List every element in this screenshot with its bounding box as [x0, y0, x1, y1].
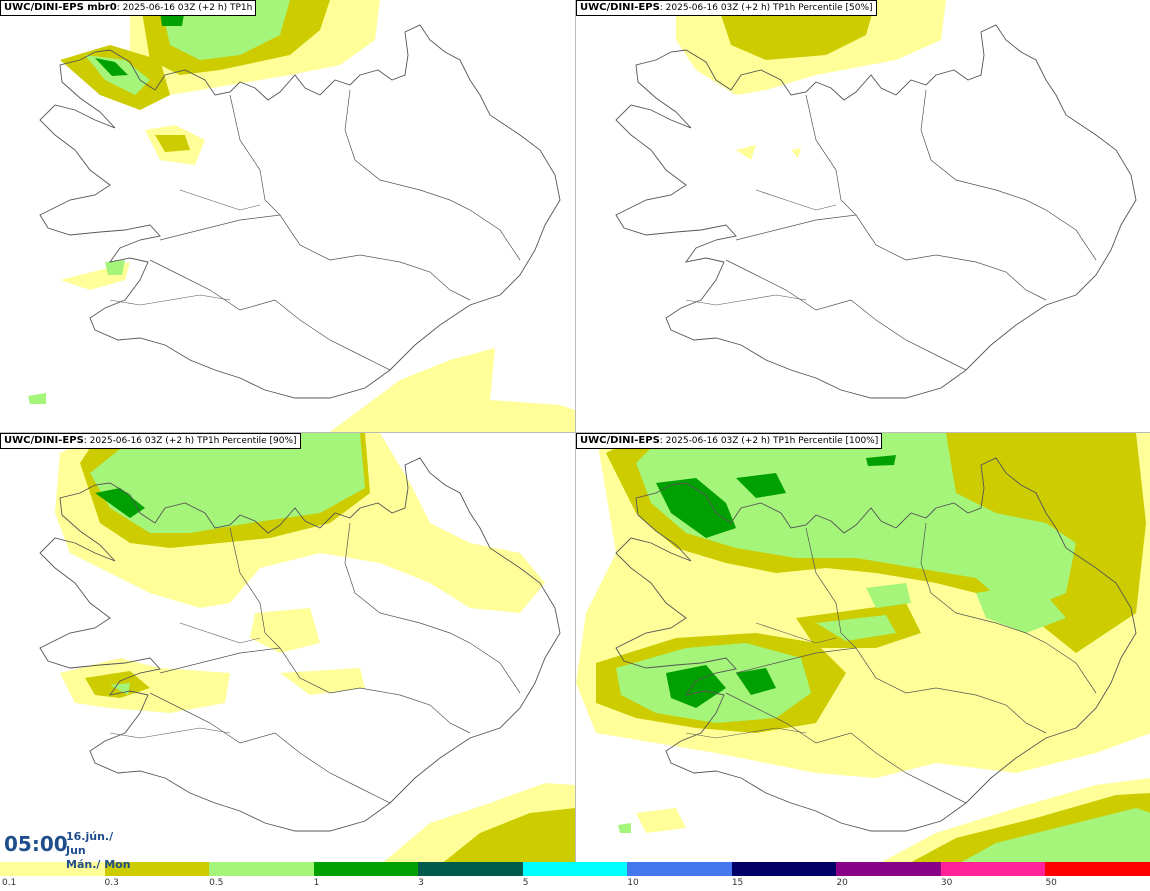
legend-label: 0.5 — [209, 878, 224, 888]
legend-swatch — [209, 862, 314, 876]
legend-swatch — [940, 862, 1046, 876]
legend-swatch — [836, 862, 941, 876]
legend-swatch — [313, 862, 419, 876]
precip-map — [28, 0, 575, 432]
panel-divider — [575, 0, 576, 862]
precip-map — [615, 0, 1137, 399]
panel-title: UWC/DINI-EPS: 2025-06-16 03Z (+2 h) TP1h… — [576, 433, 883, 449]
panel-title: UWC/DINI-EPS mbr0: 2025-06-16 03Z (+2 h)… — [0, 0, 257, 16]
panel-title: UWC/DINI-EPS: 2025-06-16 03Z (+2 h) TP1h… — [576, 0, 877, 16]
color-legend: 0.1 0.3 0.5 1 3 5 10 15 20 30 50 — [0, 862, 1150, 891]
precip-map — [39, 433, 575, 865]
valid-date: 16.jún./ Jun Mán./ Mon — [66, 830, 131, 871]
precip-map — [576, 433, 1150, 865]
map-panel-mbr0: UWC/DINI-EPS mbr0: 2025-06-16 03Z (+2 h)… — [0, 0, 575, 432]
legend-swatch — [104, 862, 210, 876]
legend-label: 0.3 — [104, 878, 119, 888]
legend-label: 20 — [836, 878, 848, 888]
legend-swatch — [0, 862, 105, 876]
legend-swatches — [0, 862, 1150, 876]
legend-swatch — [522, 862, 628, 876]
map-panel-p50: UWC/DINI-EPS: 2025-06-16 03Z (+2 h) TP1h… — [576, 0, 1150, 432]
legend-label: 1 — [313, 878, 320, 888]
valid-hour: 05:00 — [4, 832, 68, 856]
legend-label: 0.1 — [2, 878, 17, 888]
legend-swatch — [418, 862, 523, 876]
legend-label: 30 — [940, 878, 953, 888]
legend-swatch — [627, 862, 732, 876]
panel-divider — [0, 432, 1150, 433]
map-panel-p90: UWC/DINI-EPS: 2025-06-16 03Z (+2 h) TP1h… — [0, 433, 575, 865]
legend-label: 50 — [1045, 878, 1057, 888]
legend-swatch — [731, 862, 837, 876]
valid-time-box: 05:00 16.jún./ Jun Mán./ Mon — [0, 826, 136, 871]
map-panel-p100: UWC/DINI-EPS: 2025-06-16 03Z (+2 h) TP1h… — [576, 433, 1150, 865]
legend-swatch — [1045, 862, 1150, 876]
legend-label: 15 — [731, 878, 744, 888]
legend-label: 10 — [627, 878, 639, 888]
legend-label: 5 — [522, 878, 529, 888]
legend-label: 3 — [418, 878, 424, 888]
panel-title: UWC/DINI-EPS: 2025-06-16 03Z (+2 h) TP1h… — [0, 433, 301, 449]
